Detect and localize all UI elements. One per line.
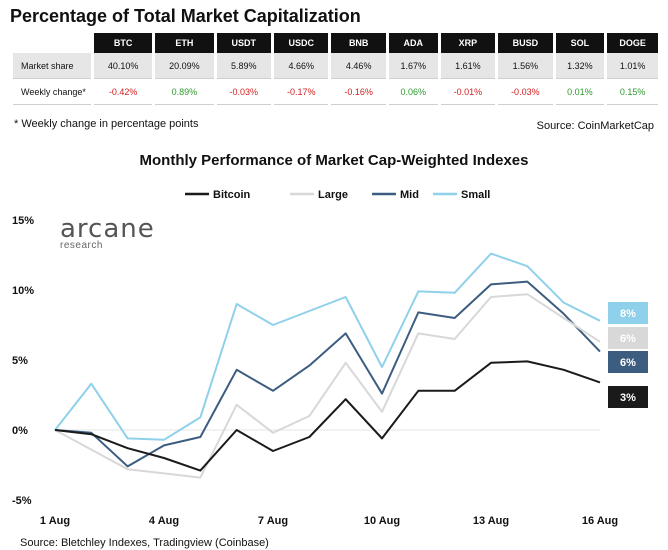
column-header: XRP [440, 33, 496, 53]
legend-label-small: Small [461, 189, 490, 201]
x-tick-label: 7 Aug [258, 515, 288, 527]
x-tick-label: 16 Aug [582, 515, 618, 527]
table-cell: 1.32% [555, 53, 605, 79]
market-cap-table: BTC ETH USDT USDC BNB ADA XRP BUSD SOL D… [10, 33, 661, 105]
legend-label-mid: Mid [400, 189, 419, 201]
y-tick-label: -5% [12, 495, 32, 507]
arcane-research-logo: arcane research [60, 214, 155, 251]
table-cell-change: -0.03% [498, 79, 553, 105]
table-cell: 1.56% [498, 53, 553, 79]
table-cell-change: -0.42% [94, 79, 153, 105]
y-tick-label: 10% [12, 285, 34, 297]
column-header: ADA [388, 33, 438, 53]
column-header: USDC [274, 33, 329, 53]
column-header: USDT [216, 33, 272, 53]
x-tick-label: 1 Aug [40, 515, 70, 527]
end-label-box-large [608, 327, 648, 349]
table-cell-change: 0.15% [607, 79, 658, 105]
table-cell: 1.61% [440, 53, 496, 79]
table-row-weekly-change: Weekly change* -0.42% 0.89% -0.03% -0.17… [13, 79, 658, 105]
series-line-small [54, 252, 601, 441]
end-label-mid: 6% [620, 357, 636, 369]
column-header: ETH [155, 33, 214, 53]
table-cell: 5.89% [216, 53, 272, 79]
table-cell-change: -0.16% [331, 79, 386, 105]
y-tick-label: 0% [12, 425, 28, 437]
y-tick-label: 15% [12, 215, 34, 227]
column-header: BNB [331, 33, 386, 53]
page-title: Percentage of Total Market Capitalizatio… [10, 6, 361, 26]
table-cell: 4.46% [331, 53, 386, 79]
table-cell: 4.66% [274, 53, 329, 79]
series-line-large [54, 293, 601, 479]
table-cell-change: 0.01% [555, 79, 605, 105]
table-header-blank [13, 33, 91, 53]
y-tick-label: 5% [12, 355, 28, 367]
column-header: BUSD [498, 33, 553, 53]
logo-wordmark: arcane [60, 214, 155, 244]
end-label-small: 8% [620, 308, 636, 320]
table-cell-change: -0.17% [274, 79, 329, 105]
table-cell: 40.10% [94, 53, 153, 79]
row-label: Weekly change* [13, 79, 91, 105]
footnote: * Weekly change in percentage points [14, 118, 199, 130]
table-cell-change: -0.01% [440, 79, 496, 105]
column-header: DOGE [607, 33, 658, 53]
end-label-box-mid [608, 351, 648, 373]
chart-title: Monthly Performance of Market Cap-Weight… [139, 152, 529, 169]
x-tick-label: 13 Aug [473, 515, 509, 527]
end-label-box-bitcoin [608, 386, 648, 408]
source-bletchley: Source: Bletchley Indexes, Tradingview (… [20, 537, 269, 549]
table-cell-change: 0.06% [388, 79, 438, 105]
table-cell: 1.01% [607, 53, 658, 79]
column-header: BTC [94, 33, 153, 53]
table-row-market-share: Market share 40.10% 20.09% 5.89% 4.66% 4… [13, 53, 658, 79]
table-header-row: BTC ETH USDT USDC BNB ADA XRP BUSD SOL D… [13, 33, 658, 53]
end-label-box-small [608, 302, 648, 324]
table-cell-change: 0.89% [155, 79, 214, 105]
legend-label-bitcoin: Bitcoin [213, 189, 251, 201]
logo-subtitle: research [60, 240, 103, 251]
table-cell: 1.67% [388, 53, 438, 79]
table-cell: 20.09% [155, 53, 214, 79]
x-tick-label: 10 Aug [364, 515, 400, 527]
legend-label-large: Large [318, 189, 348, 201]
column-header: SOL [555, 33, 605, 53]
performance-line-chart: -5% 0% 5% 10% 15% 1 Aug 4 Aug 7 Aug 10 Aug 13 Aug… [12, 189, 648, 527]
end-label-large: 6% [620, 333, 636, 345]
series-line-bitcoin [54, 360, 601, 472]
row-label: Market share [13, 53, 91, 79]
table-cell-change: -0.03% [216, 79, 272, 105]
x-tick-label: 4 Aug [149, 515, 179, 527]
series-line-mid [54, 280, 601, 468]
source-coinmarketcap: Source: CoinMarketCap [536, 120, 654, 132]
end-label-bitcoin: 3% [620, 392, 636, 404]
